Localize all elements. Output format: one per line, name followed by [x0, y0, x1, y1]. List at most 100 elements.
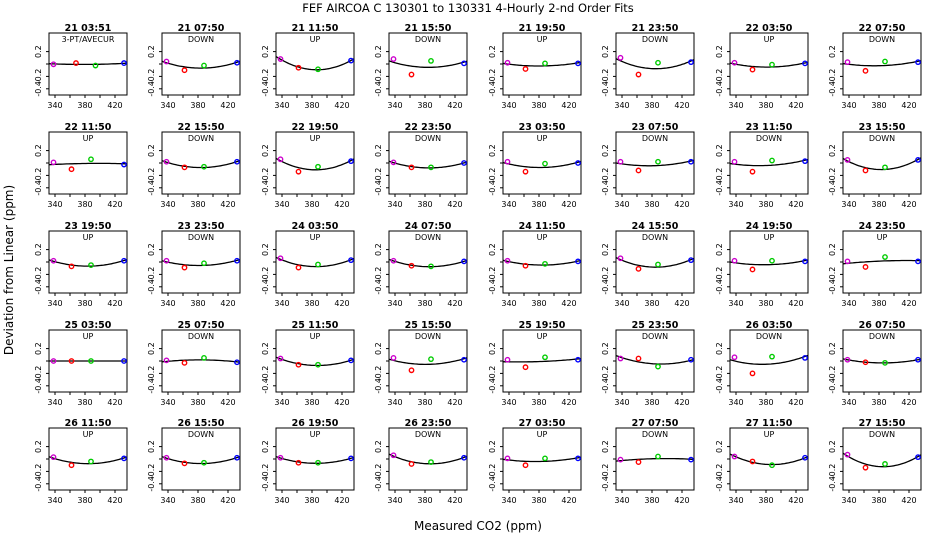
- fit-curve: [842, 60, 922, 67]
- x-tick-label: 420: [901, 299, 916, 308]
- panel-label: 3-PT/AVECUR: [62, 35, 115, 44]
- x-tick-label: 340: [47, 200, 62, 209]
- y-tick-label: 0.2: [488, 440, 497, 453]
- x-tick-label: 420: [447, 398, 462, 407]
- panel-title: 25 23:50: [632, 320, 679, 331]
- panel-title: 24 07:50: [405, 221, 452, 232]
- x-tick-label: 340: [501, 496, 516, 505]
- panel-title: 25 11:50: [292, 320, 339, 331]
- panel-label: DOWN: [642, 430, 668, 439]
- data-point: [315, 163, 321, 170]
- data-point: [277, 255, 284, 262]
- data-point: [915, 356, 921, 363]
- x-tick-label: 380: [531, 200, 546, 209]
- x-tick-label: 340: [387, 200, 402, 209]
- x-tick-label: 340: [841, 496, 856, 505]
- y-tick-label: 0.2: [34, 342, 43, 355]
- y-tick-label: 0.2: [715, 342, 724, 355]
- y-tick-label: -0.4: [715, 81, 724, 97]
- x-tick-label: 380: [417, 200, 432, 209]
- fit-curve: [275, 356, 355, 367]
- x-tick-label: 380: [190, 299, 205, 308]
- data-point: [635, 459, 642, 465]
- data-point: [201, 260, 207, 267]
- data-point: [390, 159, 397, 166]
- data-point: [68, 462, 75, 469]
- y-tick-label: -0.4: [488, 279, 497, 295]
- panel-title: 24 15:50: [632, 221, 679, 232]
- data-point: [315, 459, 321, 466]
- data-point: [390, 257, 397, 264]
- y-tick-label: 0.2: [261, 243, 270, 256]
- data-point: [390, 452, 397, 459]
- data-point: [504, 59, 511, 66]
- x-axis-label: Measured CO2 (ppm): [414, 519, 542, 533]
- data-point: [731, 453, 738, 460]
- x-tick-label: 380: [531, 299, 546, 308]
- y-tick-label: 0.2: [374, 144, 383, 157]
- data-point: [617, 54, 624, 61]
- data-point: [522, 168, 529, 175]
- fit-curve: [502, 61, 582, 67]
- data-point: [428, 459, 434, 465]
- data-point: [882, 164, 888, 171]
- panel-label: UP: [83, 430, 94, 439]
- x-tick-label: 340: [841, 200, 856, 209]
- panel-title: 22 19:50: [292, 122, 339, 133]
- data-point: [844, 156, 851, 163]
- y-tick-label: -0.4: [715, 378, 724, 394]
- x-tick-label: 420: [334, 496, 349, 505]
- x-tick-label: 340: [160, 398, 175, 407]
- y-tick-label: -0.2: [828, 69, 837, 85]
- data-point: [731, 354, 738, 361]
- panel-title: 25 19:50: [519, 320, 566, 331]
- data-point: [277, 355, 284, 362]
- data-point: [915, 258, 921, 265]
- data-point: [88, 156, 94, 163]
- x-tick-label: 380: [644, 299, 659, 308]
- data-point: [408, 461, 415, 467]
- data-point: [769, 157, 775, 164]
- panel-title: 21 15:50: [405, 23, 452, 34]
- data-point: [88, 458, 94, 465]
- y-tick-label: -0.4: [34, 476, 43, 492]
- data-point: [234, 158, 240, 165]
- y-tick-label: 0.2: [374, 342, 383, 355]
- data-point: [121, 161, 127, 168]
- y-tick-label: 0.2: [147, 440, 156, 453]
- x-tick-label: 380: [190, 398, 205, 407]
- data-point: [617, 158, 624, 165]
- data-point: [862, 264, 869, 270]
- x-tick-label: 380: [77, 398, 92, 407]
- x-tick-label: 420: [220, 496, 235, 505]
- fit-curve: [502, 358, 582, 363]
- data-point: [915, 156, 921, 163]
- y-tick-label: -0.2: [34, 267, 43, 283]
- y-tick-label: 0.2: [828, 243, 837, 256]
- data-point: [844, 258, 851, 265]
- panel-label: DOWN: [869, 332, 895, 341]
- data-point: [201, 354, 207, 361]
- x-tick-label: 380: [77, 299, 92, 308]
- y-tick-label: -0.4: [147, 180, 156, 196]
- data-point: [575, 455, 581, 462]
- y-tick-label: -0.2: [601, 168, 610, 184]
- y-tick-label: -0.2: [828, 168, 837, 184]
- x-tick-label: 420: [107, 496, 122, 505]
- x-tick-label: 420: [674, 200, 689, 209]
- x-tick-label: 380: [77, 200, 92, 209]
- x-tick-label: 380: [304, 299, 319, 308]
- y-tick-label: -0.4: [828, 476, 837, 492]
- data-point: [315, 361, 321, 368]
- y-tick-label: -0.4: [828, 180, 837, 196]
- data-point: [749, 266, 756, 273]
- data-point: [688, 356, 694, 363]
- data-point: [749, 458, 756, 465]
